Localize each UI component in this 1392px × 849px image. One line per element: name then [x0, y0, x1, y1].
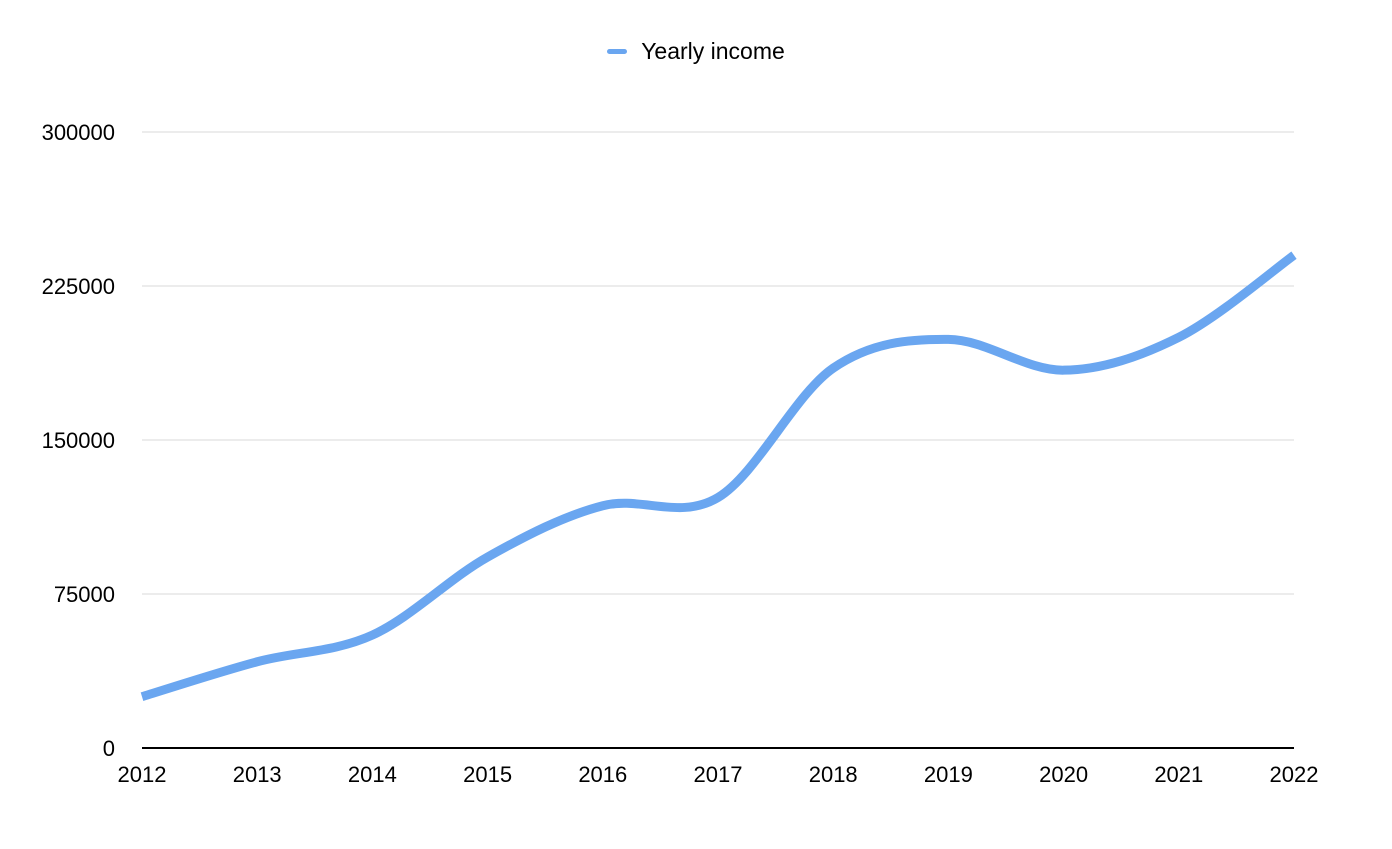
- y-tick-label-0: 0: [103, 736, 115, 761]
- x-tick-label-2013: 2013: [233, 762, 282, 787]
- data-point-2019: [944, 335, 952, 343]
- x-tick-label-2017: 2017: [694, 762, 743, 787]
- data-point-2018: [829, 364, 837, 372]
- x-tick-label-2020: 2020: [1039, 762, 1088, 787]
- y-tick-label-300000: 300000: [42, 120, 115, 145]
- data-point-2014: [368, 631, 376, 639]
- y-tick-label-75000: 75000: [54, 582, 115, 607]
- y-tick-label-150000: 150000: [42, 428, 115, 453]
- data-point-2013: [253, 658, 261, 666]
- data-point-2022: [1290, 251, 1298, 259]
- x-tick-label-2021: 2021: [1154, 762, 1203, 787]
- chart-legend: Yearly income: [0, 38, 1392, 65]
- data-point-2017: [714, 493, 722, 501]
- data-point-2021: [1175, 333, 1183, 341]
- x-tick-label-2015: 2015: [463, 762, 512, 787]
- x-tick-label-2019: 2019: [924, 762, 973, 787]
- x-tick-label-2018: 2018: [809, 762, 858, 787]
- data-point-2015: [484, 553, 492, 561]
- y-tick-label-225000: 225000: [42, 274, 115, 299]
- series-line-0: [140, 251, 1297, 701]
- x-tick-label-2022: 2022: [1270, 762, 1319, 787]
- data-point-2020: [1060, 366, 1068, 374]
- x-tick-label-2014: 2014: [348, 762, 397, 787]
- data-point-2016: [599, 502, 607, 510]
- legend-label-yearly-income: Yearly income: [641, 38, 785, 64]
- data-point-2012: [138, 693, 146, 701]
- legend-swatch-yearly-income: [607, 49, 628, 54]
- x-tick-label-2012: 2012: [118, 762, 167, 787]
- x-tick-label-2016: 2016: [578, 762, 627, 787]
